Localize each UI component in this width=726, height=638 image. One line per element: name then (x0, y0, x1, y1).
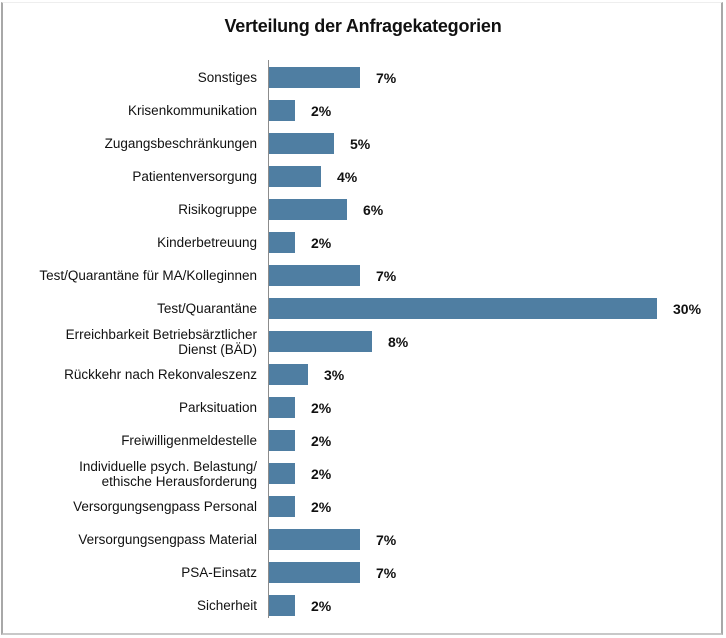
bar-row: Kinderbetreuung 2% (0, 226, 726, 259)
bar-row: Sonstiges 7% (0, 61, 726, 94)
value-label: 2% (311, 465, 332, 482)
category-label: Sicherheit (196, 598, 257, 613)
bar (269, 232, 295, 253)
bar (269, 529, 360, 550)
value-label: 4% (337, 168, 358, 185)
bar-row: Test/Quarantäne für MA/Kolleginnen 7% (0, 259, 726, 292)
bar-row: Freiwilligenmeldestelle 2% (0, 424, 726, 457)
bar-row: Versorgungsengpass Personal 2% (0, 490, 726, 523)
bar-row: Sicherheit 2% (0, 589, 726, 622)
bar (269, 298, 657, 319)
value-label: 7% (376, 531, 397, 548)
value-label: 7% (376, 267, 397, 284)
category-label: Risikogruppe (178, 202, 257, 217)
bar-row: Zugangsbeschränkungen 5% (0, 127, 726, 160)
value-label: 2% (311, 399, 332, 416)
value-label: 30% (673, 300, 702, 317)
category-label: Sonstiges (197, 70, 257, 85)
bar (269, 67, 360, 88)
value-label: 2% (311, 432, 332, 449)
value-label: 2% (311, 597, 332, 614)
category-label: PSA-Einsatz (181, 565, 257, 580)
value-label: 7% (376, 69, 397, 86)
bar-row: Erreichbarkeit Betriebsärztlicher Dienst… (0, 325, 726, 358)
bar-row: Risikogruppe 6% (0, 193, 726, 226)
bar-row: Patientenversorgung 4% (0, 160, 726, 193)
category-label: Erreichbarkeit Betriebsärztlicher Dienst… (65, 326, 257, 357)
value-label: 3% (324, 366, 345, 383)
bar (269, 364, 308, 385)
y-axis-line (268, 60, 269, 618)
bar (269, 430, 295, 451)
bar (269, 100, 295, 121)
bar (269, 331, 372, 352)
chart-title: Verteilung der Anfragekategorien (224, 16, 502, 36)
value-label: 6% (363, 201, 384, 218)
value-label: 7% (376, 564, 397, 581)
bar-row: Versorgungsengpass Material 7% (0, 523, 726, 556)
bar-row: Krisenkommunikation 2% (0, 94, 726, 127)
bar (269, 595, 295, 616)
bar (269, 199, 347, 220)
bar-row: Test/Quarantäne 30% (0, 292, 726, 325)
bar-row: PSA-Einsatz 7% (0, 556, 726, 589)
category-label: Zugangsbeschränkungen (104, 136, 257, 151)
category-label: Rückkehr nach Rekonvaleszenz (64, 367, 257, 382)
bar-row: Parksituation 2% (0, 391, 726, 424)
bar-row: Individuelle psych. Belastung/ ethische … (0, 457, 726, 490)
category-label: Test/Quarantäne (157, 301, 257, 316)
category-label: Patientenversorgung (132, 169, 257, 184)
bar (269, 133, 334, 154)
bar (269, 397, 295, 418)
value-label: 5% (350, 135, 371, 152)
category-label: Parksituation (178, 400, 257, 415)
category-label: Kinderbetreuung (157, 235, 257, 250)
bar-row: Rückkehr nach Rekonvaleszenz 3% (0, 358, 726, 391)
category-label: Test/Quarantäne für MA/Kolleginnen (39, 268, 257, 283)
bar (269, 265, 360, 286)
bar (269, 463, 295, 484)
category-label: Versorgungsengpass Material (78, 532, 257, 547)
bar (269, 562, 360, 583)
bar (269, 496, 295, 517)
category-label: Freiwilligenmeldestelle (121, 433, 257, 448)
value-label: 8% (388, 333, 409, 350)
bar (269, 166, 321, 187)
value-label: 2% (311, 234, 332, 251)
category-label: Individuelle psych. Belastung/ ethische … (79, 458, 257, 489)
value-label: 2% (311, 498, 332, 515)
value-label: 2% (311, 102, 332, 119)
category-label: Versorgungsengpass Personal (73, 499, 257, 514)
category-label: Krisenkommunikation (127, 103, 257, 118)
